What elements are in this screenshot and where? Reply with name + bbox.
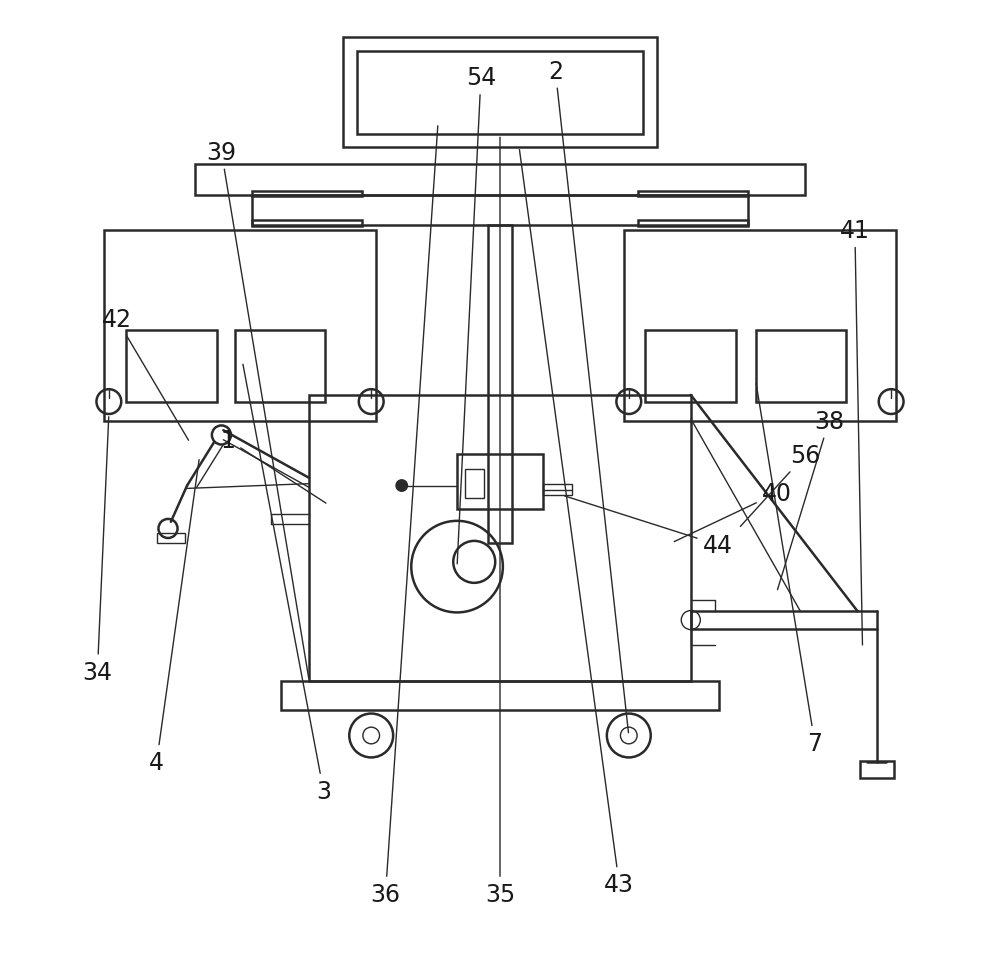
Bar — [343, 38, 657, 148]
Bar — [756, 331, 846, 402]
Text: 2: 2 — [548, 59, 628, 733]
Bar — [860, 761, 894, 779]
Text: 39: 39 — [206, 140, 309, 679]
Bar — [126, 331, 217, 402]
Bar — [104, 231, 376, 421]
Bar — [252, 192, 362, 197]
Bar — [252, 195, 748, 226]
Bar — [157, 534, 185, 543]
Bar — [624, 231, 896, 421]
Bar — [357, 51, 643, 135]
Text: 1: 1 — [221, 428, 326, 503]
Text: 40: 40 — [674, 481, 792, 542]
Bar — [543, 484, 572, 496]
Bar — [309, 395, 691, 681]
Text: 3: 3 — [243, 365, 331, 803]
Bar — [235, 331, 325, 402]
Text: 38: 38 — [777, 409, 844, 590]
Text: 44: 44 — [565, 497, 733, 558]
Bar — [645, 331, 736, 402]
Bar — [465, 470, 484, 498]
Text: 42: 42 — [101, 307, 189, 440]
Text: 54: 54 — [457, 66, 496, 564]
Text: 35: 35 — [485, 138, 515, 906]
Text: 7: 7 — [756, 384, 822, 756]
Text: 41: 41 — [840, 218, 870, 645]
Bar — [488, 226, 512, 543]
Text: 34: 34 — [82, 417, 112, 684]
Text: 43: 43 — [519, 151, 634, 897]
Circle shape — [396, 480, 407, 492]
Bar — [638, 192, 748, 197]
Bar — [195, 165, 805, 195]
Text: 36: 36 — [371, 127, 438, 906]
Bar — [457, 455, 543, 510]
Bar — [638, 221, 748, 227]
Bar — [252, 221, 362, 227]
Text: 56: 56 — [740, 443, 820, 527]
Bar — [281, 681, 719, 710]
Text: 4: 4 — [149, 460, 199, 775]
